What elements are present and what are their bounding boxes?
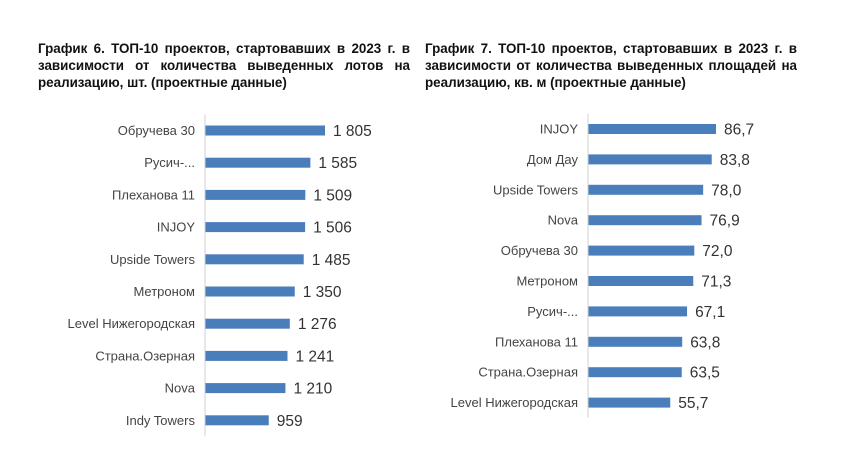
bar xyxy=(205,286,295,297)
bar xyxy=(588,245,695,256)
bar xyxy=(588,367,682,378)
bar xyxy=(205,383,286,394)
bar xyxy=(205,318,290,329)
category-label: INJOY xyxy=(157,220,196,235)
bar xyxy=(588,336,683,347)
value-label: 67,1 xyxy=(695,304,725,321)
value-label: 78,0 xyxy=(711,182,742,199)
category-label: Nova xyxy=(548,213,579,228)
chart-title-right: График 7. ТОП-10 проектов, стартовавших … xyxy=(425,41,797,90)
value-label: 63,8 xyxy=(690,334,720,351)
bar xyxy=(588,215,702,226)
category-label: Страна.Озерная xyxy=(95,348,195,363)
category-label: Страна.Озерная xyxy=(478,365,578,380)
bar xyxy=(205,415,269,426)
bar xyxy=(205,254,304,265)
value-label: 55,7 xyxy=(678,395,708,412)
bar-chart-left: Обручева 30 1 805 Русич-... 1 585 Плеханова … xyxy=(68,114,372,437)
value-label: 1 276 xyxy=(298,316,337,333)
category-label: Русич-... xyxy=(527,304,578,319)
bar xyxy=(588,154,712,165)
value-label: 83,8 xyxy=(720,152,750,169)
bar-chart-right: INJOY 86,7 Дом Дау 83,8 Upside Towers 78,0 Nov… xyxy=(451,113,754,418)
value-label: 63,5 xyxy=(690,365,720,382)
value-label: 1 509 xyxy=(313,187,352,204)
category-label: Level Нижегородская xyxy=(68,316,195,331)
category-label: Метроном xyxy=(516,274,578,289)
bar xyxy=(588,184,704,195)
value-label: 1 506 xyxy=(313,220,352,237)
category-label: Обручева 30 xyxy=(501,243,578,258)
chart-panel-right: График 7. ТОП-10 проектов, стартовавших … xyxy=(425,0,850,450)
bar xyxy=(205,189,306,200)
bar xyxy=(205,222,306,233)
value-label: 72,0 xyxy=(702,243,733,260)
value-label: 1 805 xyxy=(333,123,372,140)
category-label: Upside Towers xyxy=(493,182,579,197)
category-label: Обручева 30 xyxy=(118,123,195,138)
value-label: 1 241 xyxy=(296,348,335,365)
value-label: 959 xyxy=(277,413,303,430)
value-label: 71,3 xyxy=(701,274,731,291)
bar xyxy=(205,350,288,361)
category-label: Upside Towers xyxy=(110,252,196,267)
value-label: 1 485 xyxy=(312,252,351,269)
value-label: 1 350 xyxy=(303,284,342,301)
category-label: Indy Towers xyxy=(126,413,196,428)
bar xyxy=(205,157,311,168)
bar xyxy=(588,397,671,408)
value-label: 1 585 xyxy=(318,155,357,172)
value-label: 86,7 xyxy=(724,122,754,139)
category-label: Nova xyxy=(165,381,196,396)
chart-panel-left: График 6. ТОП-10 проектов, стартовавших … xyxy=(38,41,410,437)
category-label: Дом Дау xyxy=(527,152,579,167)
chart-title-left: График 6. ТОП-10 проектов, стартовавших … xyxy=(38,41,410,90)
bar xyxy=(205,125,325,136)
category-label: Плеханова 11 xyxy=(112,187,195,202)
bar xyxy=(588,276,694,286)
category-label: Русич-... xyxy=(144,155,195,170)
value-label: 1 210 xyxy=(293,381,332,398)
category-label: INJOY xyxy=(540,122,579,137)
category-label: Плеханова 11 xyxy=(495,334,578,349)
value-label: 76,9 xyxy=(710,213,740,230)
bar xyxy=(588,124,716,134)
bar xyxy=(588,306,688,317)
category-label: Level Нижегородская xyxy=(451,395,578,410)
category-label: Метроном xyxy=(133,284,195,299)
